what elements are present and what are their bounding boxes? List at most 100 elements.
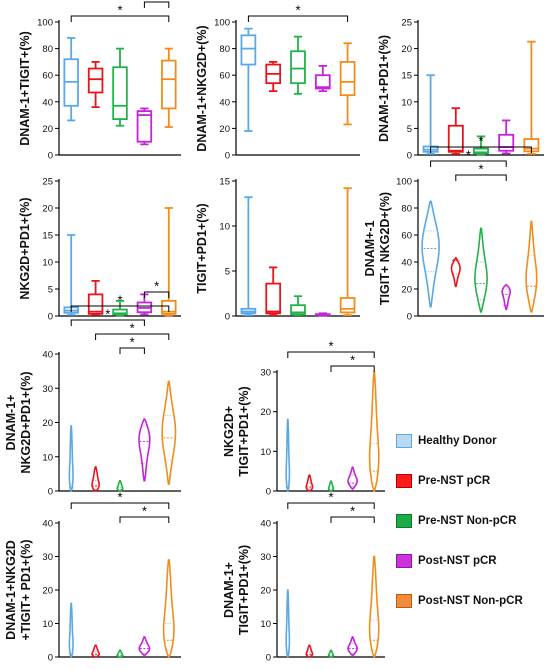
legend-swatch: [396, 434, 412, 448]
chart-panel-c4: 0 5 10 15 20 25 NKG2D+PD1+(%): [18, 177, 181, 323]
legend-swatch: [396, 514, 412, 528]
y-tick-label: 0: [48, 487, 53, 498]
violin-body: [162, 559, 175, 658]
y-axis-label: DNAM-1+TIGIT+PD1+(%): [222, 545, 251, 635]
y-axis-label-line: TIGIT+PD1+(%): [237, 386, 251, 476]
y-tick-label: 40: [42, 519, 53, 530]
y-tick-label: 20: [42, 204, 53, 215]
chart-panel-c9: 0 10 20 30 40 DNAM-1+NKG2D+TIGIT+ PD1+(%) * *: [4, 490, 181, 664]
significance-bracket: *: [119, 335, 145, 354]
series-healthy-donor: [63, 234, 79, 316]
series-pre-nst-pcr: [305, 644, 314, 658]
y-tick-label: 0: [48, 312, 53, 323]
significance-bracket: *: [430, 148, 507, 167]
significance-star: *: [478, 162, 483, 177]
violin-body: [116, 649, 124, 658]
series-pre-nst-non-pcr: [474, 227, 488, 313]
bracket-line: [330, 365, 375, 372]
significance-star: *: [350, 504, 355, 519]
series-healthy-donor: [63, 37, 79, 122]
y-axis-label-line: DNAM-1+: [4, 395, 18, 451]
y-tick-label: 30: [42, 384, 53, 395]
significance-star: *: [328, 490, 333, 505]
y-axis-label: DNAM-1+NKG2D+TIGIT+ PD1+(%): [4, 539, 33, 640]
violin-body: [68, 424, 74, 492]
y-axis-label-line: DNAM-1+NKG2D+(%): [195, 25, 209, 151]
violin-body: [116, 479, 124, 492]
y-tick-label: 100: [37, 18, 53, 29]
legend-label: Healthy Donor: [418, 435, 497, 447]
series-post-nst-non-pcr: [523, 40, 540, 155]
legend-item: Post-NST Non-pCR: [396, 592, 523, 610]
y-tick-label: 20: [42, 418, 53, 429]
series-pre-nst-pcr: [87, 279, 104, 316]
y-tick-label: 10: [42, 452, 53, 463]
y-tick-label: 15: [42, 231, 53, 242]
legend-label: Pre-NST Non-pCR: [418, 515, 517, 527]
y-tick-label: 20: [401, 285, 412, 296]
significance-bracket: *: [287, 339, 375, 358]
significance-bracket: *: [330, 353, 375, 372]
y-tick-label: 30: [42, 552, 53, 563]
series-pre-nst-non-pcr: [327, 649, 335, 658]
significance-bracket: *: [287, 490, 375, 509]
significance-star: *: [154, 0, 159, 4]
violin-body: [474, 227, 488, 313]
y-tick-label: 80: [219, 44, 230, 55]
bracket-line: [143, 291, 170, 298]
legend-label: Post-NST pCR: [418, 555, 497, 567]
y-tick-label: 10: [42, 258, 53, 269]
series-pre-nst-pcr: [265, 61, 282, 93]
y-axis-label-line: DNAM-1+PD1+(%): [377, 35, 391, 142]
significance-bracket: *: [143, 279, 170, 298]
bracket-line: [119, 516, 170, 523]
y-tick-label: 5: [225, 267, 230, 278]
y-axis-label: DNAM-1+TIGIT+(%): [18, 31, 32, 146]
violin-body: [368, 371, 380, 492]
series-post-nst-pcr: [314, 64, 331, 93]
violin-body: [138, 418, 151, 482]
y-axis-label-line: NKG2D+PD1+(%): [19, 371, 33, 473]
box-iqr: [447, 124, 464, 153]
y-axis-label: TIGIT+PD1+(%): [195, 203, 209, 293]
bracket-line: [70, 15, 170, 22]
bracket-line: [287, 502, 375, 509]
series-post-nst-non-pcr: [368, 371, 380, 492]
y-tick-label: 0: [407, 312, 412, 323]
bracket-line: [70, 319, 145, 326]
y-tick-label: 0: [407, 151, 412, 162]
series-post-nst-pcr: [138, 418, 151, 482]
y-tick-label: 100: [214, 18, 230, 29]
significance-star: *: [478, 134, 483, 149]
y-tick-label: 20: [401, 44, 412, 55]
chart-panel-c3: 0 5 10 15 20 25 DNAM-1+PD1+(%): [377, 18, 544, 162]
chart-panel-c10: 0 10 20 30 40 DNAM-1+TIGIT+PD1+(%) * *: [222, 490, 385, 664]
significance-bracket: *: [330, 504, 375, 523]
y-axis-label-line: DNAM-1+NKG2D: [4, 540, 18, 640]
bracket-line: [95, 333, 170, 340]
chart-panel-c6: 0 20 40 60 80 100 DNAM+-1TIGIT+ NKG2D+(%) * * *: [363, 134, 544, 323]
violin-body: [525, 220, 538, 313]
series-post-nst-non-pcr: [525, 220, 538, 313]
series-healthy-donor: [285, 589, 291, 658]
bracket-line: [143, 1, 170, 8]
legend-swatch: [396, 474, 412, 488]
bracket-line: [330, 516, 375, 523]
y-tick-label: 20: [219, 124, 230, 135]
series-pre-nst-non-pcr: [112, 47, 128, 127]
legend-swatch: [396, 554, 412, 568]
y-tick-label: 0: [266, 487, 271, 498]
series-pre-nst-non-pcr: [116, 479, 124, 492]
bracket-line: [430, 146, 532, 153]
y-axis-label: NKG2D+PD1+(%): [18, 197, 32, 299]
y-tick-label: 0: [48, 653, 53, 664]
y-axis-label-line: DNAM-1+: [222, 562, 236, 618]
legend-swatch: [396, 594, 412, 608]
significance-star: *: [117, 3, 122, 18]
significance-star: *: [350, 353, 355, 368]
y-tick-label: 20: [260, 407, 271, 418]
box-iqr: [265, 282, 282, 315]
series-pre-nst-pcr: [450, 256, 461, 288]
bracket-line: [70, 305, 170, 312]
series-post-nst-pcr: [347, 636, 359, 657]
